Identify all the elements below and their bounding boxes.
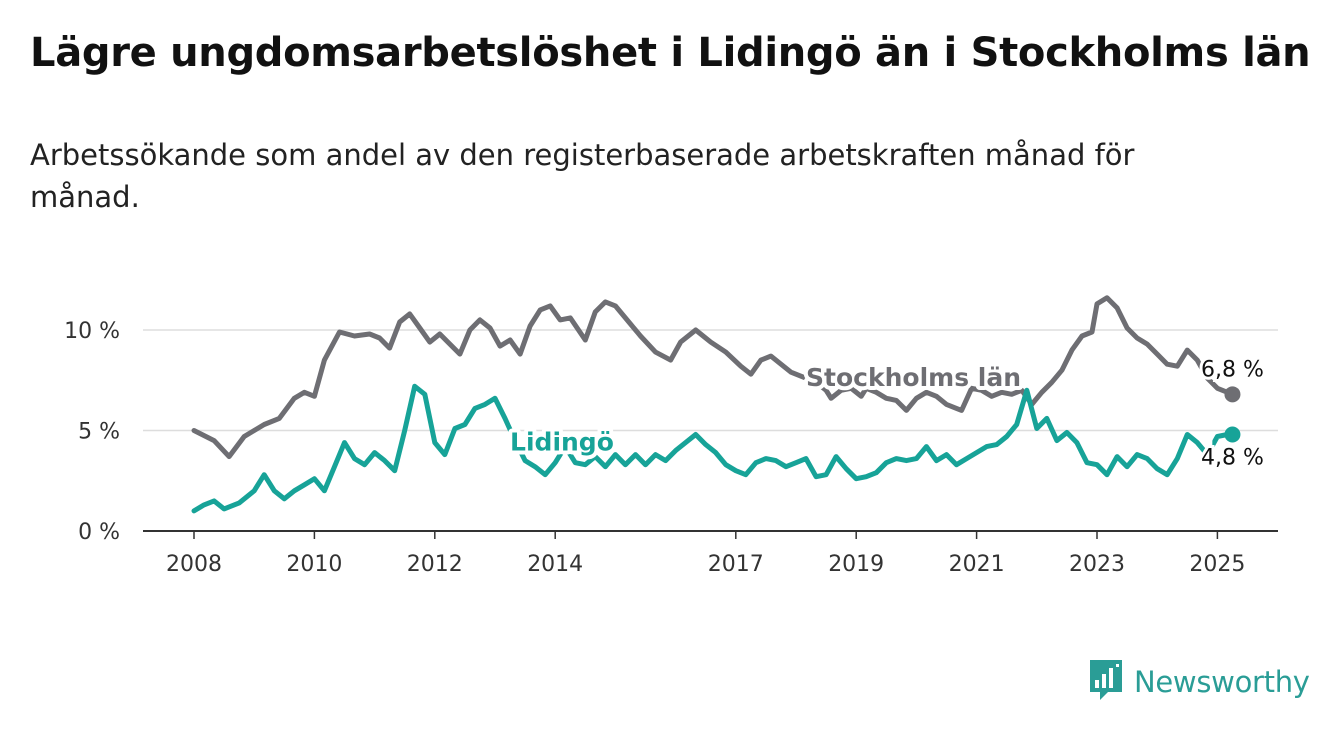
series-end-dot-lidingo <box>1224 426 1241 443</box>
x-tick-label: 2021 <box>949 552 1005 577</box>
x-tick-label: 2025 <box>1189 552 1245 577</box>
x-tick-label: 2008 <box>166 552 222 577</box>
y-tick-label: 5 % <box>78 420 120 445</box>
brand-name: Newsworthy <box>1134 665 1310 699</box>
line-chart: 0 %5 %10 % 2008 2010 2012 2014 2017 2019 2021 2… <box>64 295 1278 577</box>
bar-chart-logo-icon <box>1088 658 1124 706</box>
end-value-label-stockholm: 6,8 % <box>1201 357 1264 382</box>
end-value-label-lidingo: 4,8 % <box>1201 446 1264 471</box>
series-lines <box>191 295 1241 514</box>
newsworthy-brand: Newsworthy <box>1088 660 1310 704</box>
y-tick-label: 10 % <box>64 319 120 344</box>
series-labels: Stockholms län 6,8 % Lidingö 4,8 % <box>506 354 1267 473</box>
series-line-stockholm <box>191 295 1235 460</box>
series-label-lidingo: Lidingö <box>510 428 614 457</box>
x-axis: 2008 2010 2012 2014 2017 2019 2021 2023 2025 <box>143 530 1278 577</box>
x-tick-label: 2014 <box>527 552 583 577</box>
x-tick-label: 2019 <box>828 552 884 577</box>
chart-subtitle: Arbetssökande som andel av den registerb… <box>30 138 1135 214</box>
series-line-lidingo <box>191 383 1235 514</box>
x-tick-label: 2010 <box>286 552 342 577</box>
series-end-dot-stockholm <box>1224 386 1241 403</box>
chart-title: Lägre ungdomsarbetslöshet i Lidingö än i… <box>30 30 1311 76</box>
grid-lines <box>143 329 1278 432</box>
x-tick-label: 2012 <box>407 552 463 577</box>
series-label-stockholm: Stockholms län <box>806 363 1021 392</box>
y-tick-label: 0 % <box>78 520 120 545</box>
y-axis-ticks: 0 % 5 % 10 % <box>64 319 120 545</box>
x-tick-label: 2023 <box>1069 552 1125 577</box>
x-tick-label: 2017 <box>708 552 764 577</box>
